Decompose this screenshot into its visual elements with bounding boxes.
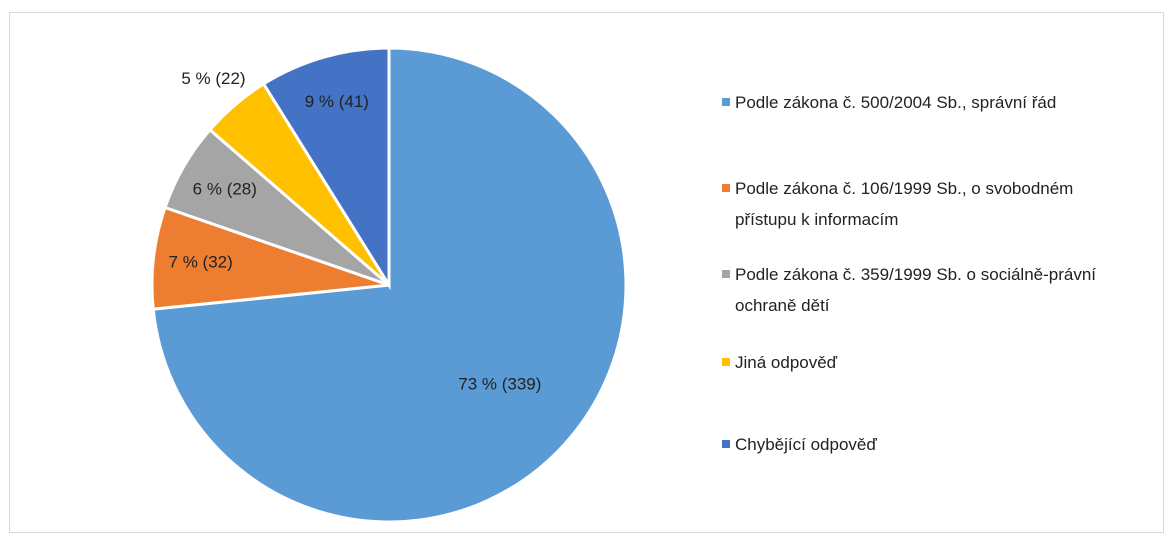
chart-frame: [9, 12, 1164, 533]
legend-swatch: [722, 184, 730, 192]
data-label: 73 % (339): [458, 375, 541, 394]
legend-item: Podle zákona č. 359/1999 Sb. o sociálně-…: [722, 259, 1135, 321]
legend-item: Chybějící odpověď: [722, 429, 1135, 460]
legend-item: Podle zákona č. 500/2004 Sb., správní řá…: [722, 87, 1135, 118]
legend-swatch: [722, 358, 730, 366]
pie-slice: [261, 46, 391, 291]
legend-swatch: [722, 440, 730, 448]
legend-label: Jiná odpověď: [735, 353, 838, 372]
data-label: 9 % (41): [305, 92, 369, 111]
data-label: 5 % (22): [181, 69, 245, 88]
legend-swatch: [722, 98, 730, 106]
legend-label: Podle zákona č. 500/2004 Sb., správní řá…: [735, 93, 1057, 112]
legend-label: Podle zákona č. 106/1999 Sb., o svobodné…: [735, 179, 1074, 229]
legend: Podle zákona č. 500/2004 Sb., správní řá…: [722, 0, 1142, 540]
legend-item: Podle zákona č. 106/1999 Sb., o svobodné…: [722, 173, 1135, 235]
data-label: 7 % (32): [169, 253, 233, 272]
data-label: 6 % (28): [193, 180, 257, 199]
legend-item: Jiná odpověď: [722, 347, 1135, 378]
legend-swatch: [722, 270, 730, 278]
pie-slice: [150, 205, 390, 311]
legend-label: Chybějící odpověď: [735, 435, 877, 454]
legend-label: Podle zákona č. 359/1999 Sb. o sociálně-…: [735, 265, 1097, 315]
